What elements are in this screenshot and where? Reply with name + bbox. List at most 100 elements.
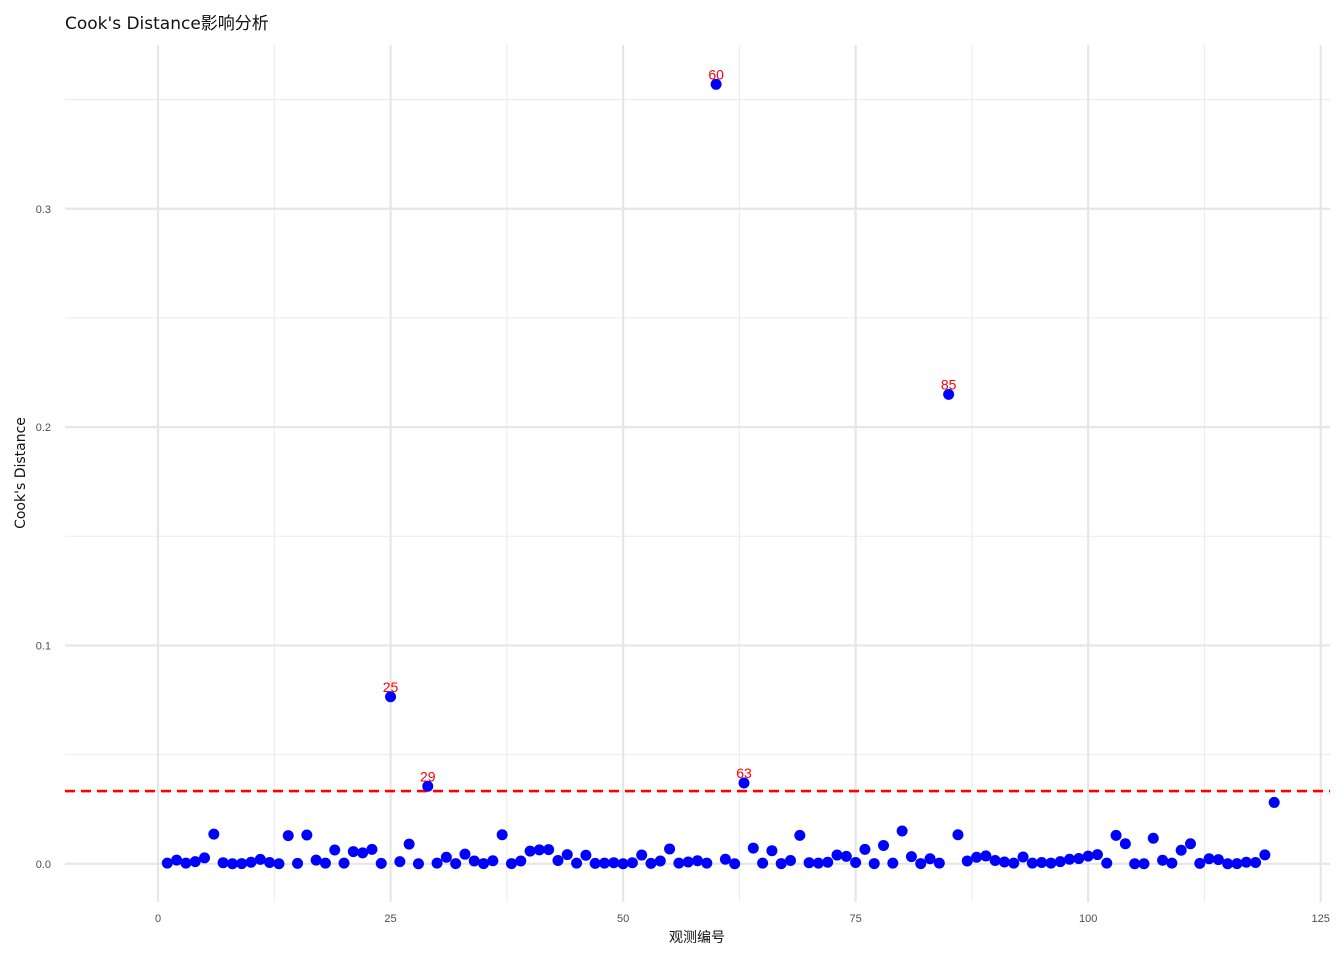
data-point — [571, 857, 583, 869]
data-point — [961, 855, 973, 867]
data-point — [329, 844, 341, 856]
data-point — [971, 851, 983, 863]
x-tick-label: 0 — [155, 913, 161, 925]
data-point — [1212, 854, 1224, 866]
data-point — [766, 845, 778, 857]
data-point — [552, 855, 564, 867]
data-point — [375, 857, 387, 869]
data-point — [738, 777, 750, 789]
data-point — [664, 843, 676, 855]
data-point — [589, 857, 601, 869]
outlier-label: 29 — [420, 768, 436, 784]
data-point — [822, 856, 834, 868]
data-point — [403, 838, 415, 850]
x-axis-ticks: 0 25 50 75 100 125 — [155, 913, 1330, 925]
data-point — [673, 857, 685, 869]
data-point — [1138, 858, 1150, 870]
data-points — [161, 78, 1280, 870]
data-point — [1147, 832, 1159, 844]
data-point — [440, 851, 452, 863]
data-point — [1091, 849, 1103, 861]
data-point — [1054, 856, 1066, 868]
data-point — [236, 858, 248, 870]
data-point — [747, 842, 759, 854]
data-point — [338, 857, 350, 869]
data-point — [273, 858, 285, 870]
data-point — [692, 855, 703, 867]
data-point — [636, 849, 648, 861]
data-point — [608, 857, 620, 869]
data-point — [794, 829, 806, 841]
data-point — [1231, 858, 1243, 870]
data-point — [394, 856, 406, 868]
data-point — [264, 856, 276, 868]
data-point — [431, 857, 443, 869]
data-point — [292, 857, 304, 869]
data-point — [254, 853, 266, 865]
data-point — [533, 844, 545, 856]
data-point — [199, 852, 211, 864]
data-point — [701, 857, 713, 869]
data-point — [282, 830, 294, 842]
data-point — [580, 849, 592, 861]
data-point — [1129, 858, 1141, 870]
data-point — [1259, 849, 1271, 861]
data-point — [385, 691, 397, 703]
y-tick-label: 0.3 — [36, 204, 51, 216]
y-axis-title: Cook's Distance — [13, 417, 29, 529]
data-point — [1268, 796, 1280, 808]
data-point — [1101, 857, 1113, 869]
data-point — [1036, 856, 1048, 868]
data-point — [645, 857, 657, 869]
data-point — [515, 855, 527, 867]
chart-title: Cook's Distance影响分析 — [65, 14, 269, 34]
data-point — [171, 854, 183, 866]
y-axis-ticks: 0.0 0.1 0.2 0.3 — [36, 204, 51, 871]
x-tick-label: 50 — [617, 913, 629, 925]
data-point — [757, 857, 769, 869]
data-point — [1240, 856, 1252, 868]
data-point — [803, 857, 815, 869]
data-point — [1166, 857, 1178, 869]
data-point — [896, 825, 908, 837]
data-point — [952, 829, 964, 841]
data-point — [357, 847, 369, 859]
data-point — [347, 846, 359, 858]
data-point — [943, 388, 955, 400]
data-point — [905, 851, 917, 863]
data-point — [208, 828, 220, 840]
data-point — [1119, 838, 1131, 850]
x-axis-title: 观测编号 — [669, 930, 725, 946]
data-point — [598, 857, 610, 869]
data-point — [180, 857, 192, 869]
outlier-labels: 25 29 60 63 85 — [383, 66, 957, 784]
outlier-label: 85 — [941, 376, 957, 392]
data-point — [626, 857, 638, 869]
x-tick-label: 25 — [384, 913, 396, 925]
data-point — [478, 858, 490, 870]
data-point — [682, 856, 694, 868]
data-point — [161, 857, 173, 869]
outlier-label: 63 — [736, 765, 752, 781]
data-point — [850, 856, 862, 868]
data-point — [1017, 851, 1029, 863]
data-point — [1157, 854, 1169, 866]
data-point — [617, 858, 629, 870]
x-tick-label: 75 — [850, 913, 862, 925]
data-point — [878, 839, 890, 851]
data-point — [785, 855, 797, 867]
data-point — [859, 843, 871, 855]
data-point — [775, 858, 787, 870]
data-point — [887, 857, 899, 869]
data-point — [496, 829, 508, 841]
data-point — [1250, 856, 1262, 868]
x-tick-label: 125 — [1312, 913, 1330, 925]
data-point — [980, 850, 992, 862]
y-tick-label: 0.0 — [36, 859, 51, 871]
data-point — [719, 853, 731, 865]
data-point — [561, 849, 573, 861]
data-point — [1073, 853, 1085, 865]
data-point — [301, 829, 313, 841]
data-point — [831, 849, 843, 861]
